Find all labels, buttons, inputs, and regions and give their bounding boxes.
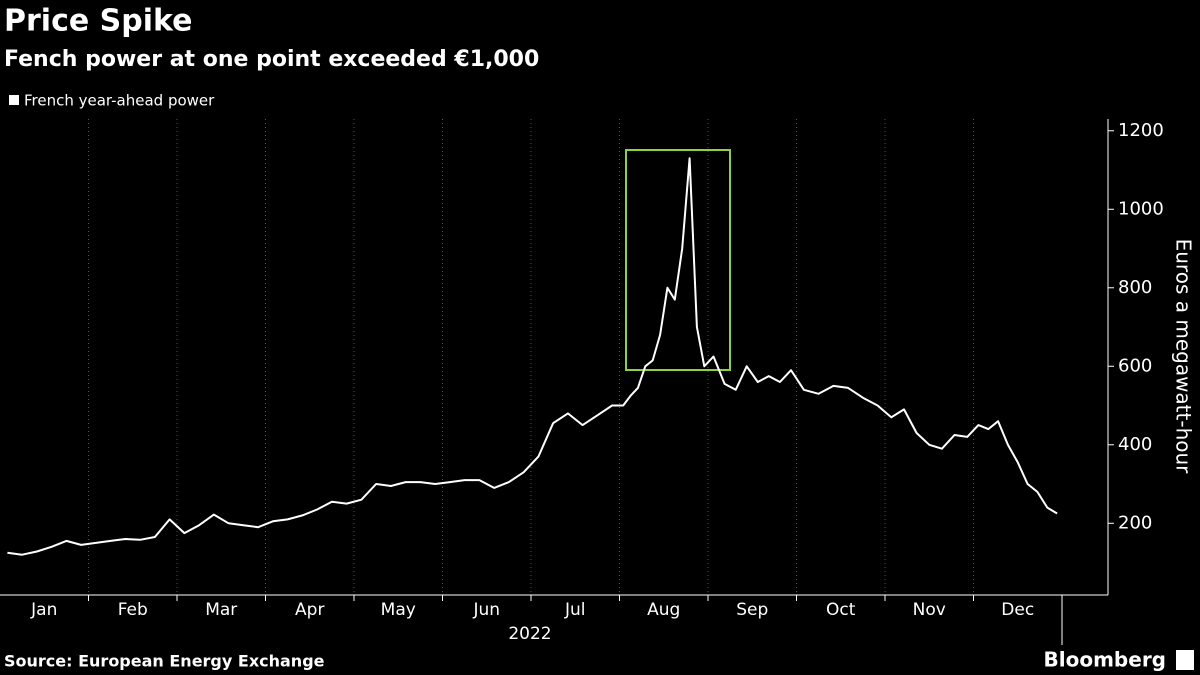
x-tick-label: Aug bbox=[647, 600, 680, 620]
y-tick-label: 1000 bbox=[1118, 198, 1164, 219]
year-label: 2022 bbox=[508, 624, 551, 644]
x-tick-label: Jan bbox=[30, 600, 57, 620]
x-tick-label: Oct bbox=[826, 600, 856, 620]
y-tick-label: 1200 bbox=[1118, 120, 1164, 141]
brand: Bloomberg bbox=[1044, 648, 1166, 672]
y-axis-label: Euros a megawatt-hour bbox=[1172, 239, 1196, 475]
y-tick-label: 600 bbox=[1118, 355, 1152, 376]
y-tick-label: 800 bbox=[1118, 277, 1152, 298]
x-tick-label: Dec bbox=[1001, 600, 1034, 620]
x-tick-label: Apr bbox=[295, 600, 324, 620]
legend-label: French year-ahead power bbox=[24, 92, 215, 110]
x-tick-label: Nov bbox=[913, 600, 946, 620]
x-tick-label: Mar bbox=[205, 600, 237, 620]
brand-icon bbox=[1176, 650, 1194, 670]
x-tick-label: Jun bbox=[472, 600, 500, 620]
legend-swatch bbox=[9, 95, 19, 105]
price-line bbox=[7, 157, 1058, 556]
x-tick-label: Feb bbox=[118, 600, 148, 620]
x-tick-label: Sep bbox=[736, 600, 768, 620]
y-tick-label: 200 bbox=[1118, 512, 1152, 533]
chart-title: Price Spike bbox=[4, 4, 193, 39]
y-tick-label: 400 bbox=[1118, 434, 1152, 455]
x-tick-label: May bbox=[381, 600, 416, 620]
chart-subtitle: Fench power at one point exceeded €1,000 bbox=[4, 47, 539, 72]
x-tick-label: Jul bbox=[564, 600, 586, 620]
source: Source: European Energy Exchange bbox=[4, 652, 325, 671]
highlight-box bbox=[625, 149, 731, 371]
